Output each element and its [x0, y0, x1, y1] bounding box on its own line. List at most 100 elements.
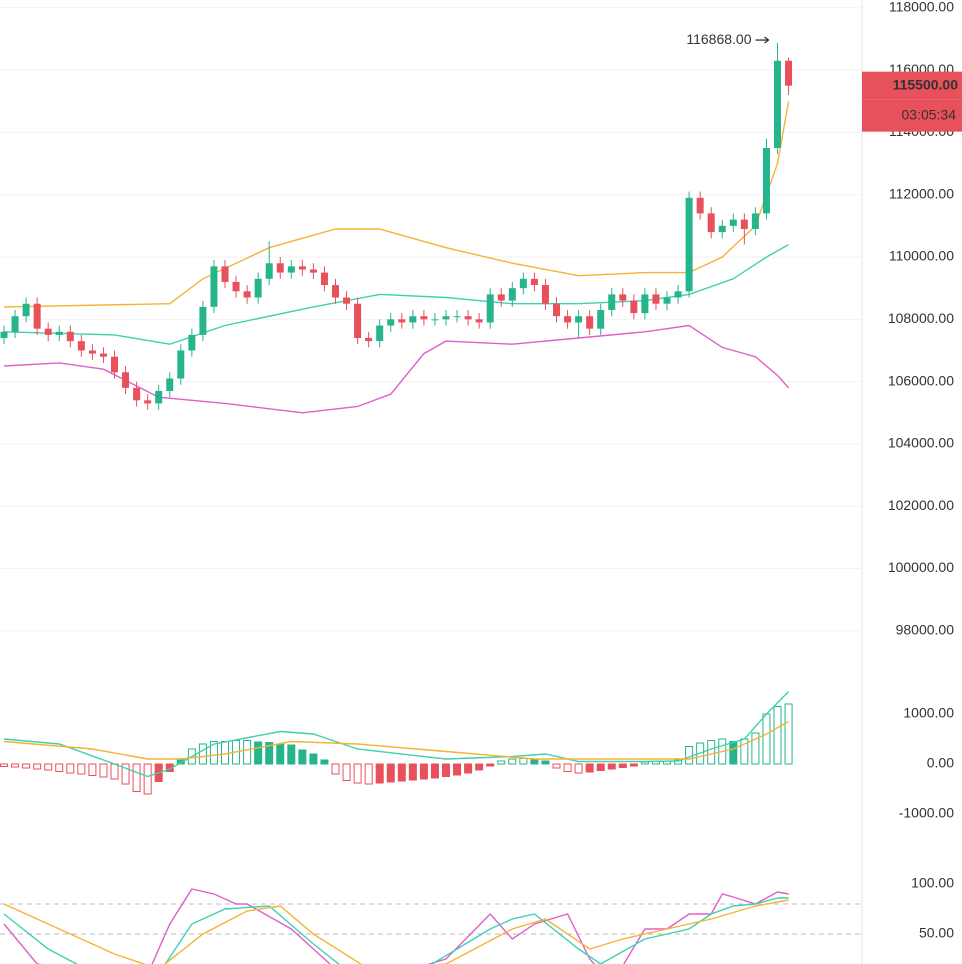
macd-bar — [88, 763, 97, 776]
macd-bar — [66, 763, 75, 774]
candle-body — [33, 303, 41, 329]
candle-body — [464, 316, 472, 320]
candle-body — [122, 372, 130, 388]
candle-body — [630, 300, 638, 314]
macd-bar — [110, 763, 119, 780]
macd-bar — [276, 743, 285, 765]
candle-body — [221, 266, 229, 282]
macd-bar — [751, 732, 760, 765]
y-tick-label: 118000.00 — [889, 0, 954, 14]
macd-bar — [265, 742, 274, 765]
macd-bar — [618, 763, 627, 768]
candle-body — [586, 316, 594, 329]
high-annotation: 116868.00 — [686, 31, 751, 47]
macd-bar — [574, 763, 583, 774]
candle-body — [652, 294, 660, 304]
candle-body — [663, 297, 671, 304]
macd-bar — [198, 743, 207, 765]
candle-body — [298, 266, 306, 270]
candle-body — [475, 319, 483, 323]
y-tick-label: 102000.00 — [888, 497, 954, 513]
indicator-line — [3, 899, 789, 964]
macd-bar — [320, 759, 329, 765]
candle-body — [774, 60, 781, 148]
panel: 116868.00 — [0, 7, 862, 632]
y-tick-label: 110000.00 — [889, 248, 954, 264]
candle-body — [188, 334, 196, 351]
candle-body — [398, 319, 406, 323]
indicator-line — [3, 888, 789, 964]
candle-body — [265, 263, 273, 279]
candle-body — [597, 309, 605, 329]
macd-bar — [11, 763, 20, 768]
candle-body — [155, 390, 163, 404]
macd-bar — [364, 763, 373, 785]
last-price-box — [862, 71, 962, 100]
macd-bar — [375, 763, 384, 784]
candle-body — [55, 331, 63, 335]
y-tick-label: 112000.00 — [889, 185, 954, 201]
macd-bar — [640, 761, 649, 765]
candle-body — [486, 294, 494, 323]
candle-body — [696, 197, 704, 214]
candle-body — [22, 303, 30, 317]
y-tick-label: 100.00 — [911, 875, 954, 891]
candle-body — [320, 272, 328, 286]
macd-bar — [408, 763, 417, 781]
candle-body — [530, 278, 538, 286]
candle-body — [608, 294, 616, 310]
candle-body — [762, 147, 770, 214]
macd-bar — [541, 760, 550, 765]
candle-body — [718, 225, 726, 233]
candle-body — [44, 328, 52, 335]
macd-bar — [221, 741, 229, 765]
macd-bar — [298, 749, 307, 765]
indicator-line — [3, 720, 789, 760]
candle-body — [354, 303, 362, 339]
candle-body — [88, 350, 96, 354]
candle-body — [0, 331, 8, 339]
macd-bar — [132, 763, 141, 792]
candle-body — [508, 288, 516, 301]
candle-body — [619, 294, 627, 301]
candle-body — [199, 306, 207, 335]
candle-body — [276, 263, 284, 273]
candle-body — [674, 291, 682, 298]
candle-body — [409, 316, 417, 323]
panel — [0, 691, 862, 815]
candle-body — [343, 297, 351, 304]
macd-bar — [243, 740, 252, 765]
candle-body — [785, 60, 793, 86]
candle-body — [254, 278, 262, 298]
candle-body — [232, 281, 240, 292]
macd-bar — [453, 763, 462, 776]
macd-bar — [33, 763, 42, 770]
macd-bar — [287, 744, 296, 765]
candle-body — [453, 316, 461, 318]
macd-bar — [707, 740, 716, 765]
candle-body — [210, 266, 218, 307]
y-tick-label: 0.00 — [927, 755, 954, 771]
countdown-box — [862, 99, 962, 132]
candle-body — [144, 400, 152, 404]
last-price-label: 115500.00 — [893, 76, 959, 92]
macd-bar — [419, 763, 428, 780]
macd-bar — [674, 759, 683, 765]
macd-bar — [430, 763, 439, 779]
candle-body — [77, 341, 85, 351]
macd-bar — [585, 763, 594, 773]
candle-body — [387, 319, 395, 326]
macd-bar — [497, 760, 506, 765]
macd-bar — [773, 706, 782, 765]
candle-body — [575, 316, 583, 323]
macd-bar — [607, 763, 616, 770]
macd-bar — [486, 763, 495, 767]
y-tick-label: 104000.00 — [888, 435, 954, 451]
candle-body — [243, 291, 251, 298]
candle-body — [685, 197, 693, 292]
candle-body — [740, 219, 748, 229]
candle-body — [66, 331, 74, 342]
candle-body — [497, 294, 505, 301]
candle-body — [376, 325, 384, 342]
